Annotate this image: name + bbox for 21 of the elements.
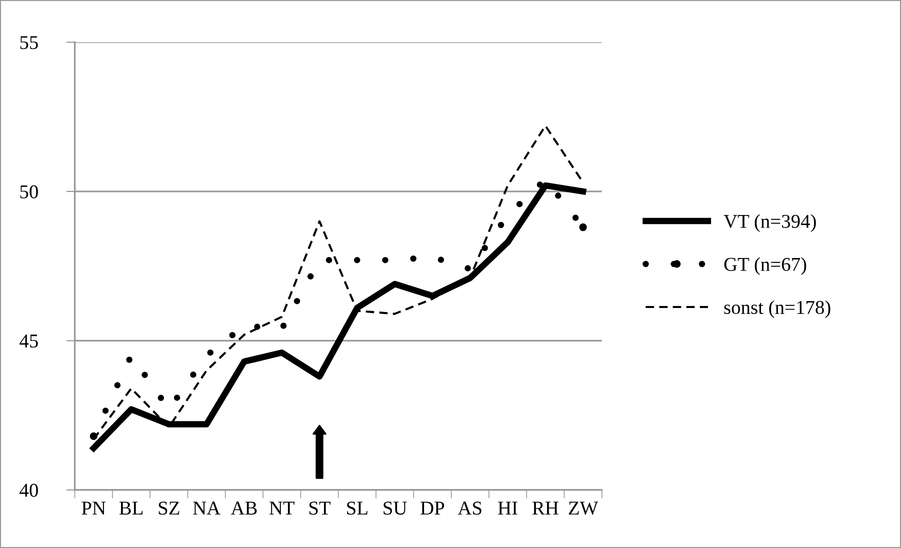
y-tick-label: 40: [20, 484, 38, 497]
x-tick-label: RH: [532, 502, 558, 515]
x-tick-label: NT: [269, 502, 294, 515]
y-tick-label: 55: [20, 36, 38, 50]
x-tick-label: BL: [119, 502, 143, 515]
legend-label: sonst (n=178): [724, 300, 830, 318]
x-tick-label: AB: [230, 502, 257, 515]
x-tick-label: SZ: [158, 502, 180, 515]
x-tick-label: NA: [193, 502, 220, 515]
x-tick-label: HI: [498, 502, 518, 515]
x-tick-label: ZW: [568, 502, 598, 515]
y-tick-label: 50: [20, 185, 38, 198]
x-tick-label: PN: [82, 502, 106, 515]
x-tick-label: ST: [309, 502, 331, 515]
legend-label: VT (n=394): [724, 214, 816, 232]
legend-label: GT (n=67): [724, 257, 806, 275]
x-tick-label: DP: [420, 502, 444, 515]
x-tick-label: SU: [384, 502, 407, 515]
y-tick-label: 45: [20, 334, 38, 348]
x-tick-label: AS: [458, 502, 482, 515]
x-tick-label: SL: [347, 502, 368, 515]
